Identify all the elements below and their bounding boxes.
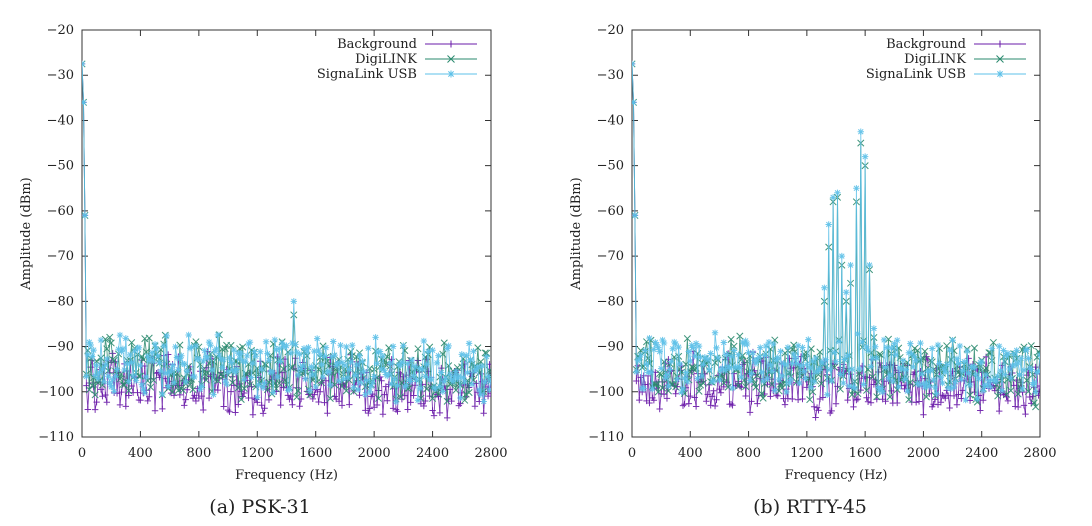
x-axis-label: Frequency (Hz) (235, 468, 338, 483)
y-tick-label: −60 (597, 204, 624, 219)
x-tick-label: 0 (628, 446, 636, 461)
y-tick-label: −20 (47, 23, 74, 38)
y-tick-label: −110 (588, 430, 624, 445)
plot-frame (631, 29, 1041, 438)
y-axis-label: Amplitude (dBm) (19, 177, 34, 290)
y-tick-label: −70 (597, 249, 624, 264)
y-tick-label: −80 (597, 294, 624, 309)
y-tick-label: −90 (47, 340, 74, 355)
x-tick-label: 400 (128, 446, 153, 461)
legend-swatch-marker (996, 55, 1004, 63)
y-tick-label: −30 (597, 68, 624, 83)
x-tick-label: 2800 (1023, 446, 1056, 461)
legend-label: Background (337, 37, 417, 52)
legend-label: Background (886, 37, 966, 52)
x-tick-label: 2800 (474, 446, 507, 461)
legend-swatch-marker (996, 70, 1004, 78)
y-tick-label: −40 (47, 113, 74, 128)
legend-label: SignaLink USB (317, 67, 417, 82)
y-tick-label: −90 (597, 340, 624, 355)
plot-frame (81, 29, 492, 438)
series-signalink-usb (82, 60, 491, 406)
x-tick-label: 800 (186, 446, 211, 461)
y-tick-label: −110 (38, 430, 74, 445)
series-markers (82, 60, 491, 406)
x-tick-label: 400 (678, 446, 703, 461)
legend-swatch-marker (996, 40, 1004, 48)
x-tick-label: 2400 (965, 446, 998, 461)
y-tick-label: −60 (47, 204, 74, 219)
x-tick-label: 1200 (241, 446, 274, 461)
chart-0: −110 −100 −90 −80 −70 −60 −50 −40 −30 −20 0 400 800 1… (19, 23, 508, 483)
legend-label: DigiLINK (904, 52, 966, 67)
y-tick-label: −20 (597, 23, 624, 38)
series-signalink-usb (632, 60, 1040, 404)
series-line (82, 63, 491, 418)
x-tick-label: 2400 (416, 446, 449, 461)
x-tick-label: 1600 (299, 446, 332, 461)
legend-label: DigiLINK (355, 52, 417, 67)
series-markers (632, 60, 1040, 404)
legend-swatch-marker (447, 70, 455, 78)
y-tick-label: −100 (38, 385, 74, 400)
x-tick-label: 1600 (849, 446, 882, 461)
legend-label: SignaLink USB (866, 67, 966, 82)
caption-rtty45: (b) RTTY-45 (753, 496, 867, 518)
x-tick-label: 2000 (907, 446, 940, 461)
x-tick-label: 2000 (358, 446, 391, 461)
y-tick-label: −30 (47, 68, 74, 83)
x-tick-label: 1200 (790, 446, 823, 461)
chart-1: −110 −100 −90 −80 −70 −60 −50 −40 −30 −20 0 400 800 1… (569, 23, 1057, 483)
legend-swatch-marker (447, 40, 455, 48)
legend-swatch-marker (447, 55, 455, 63)
y-axis-label: Amplitude (dBm) (569, 177, 584, 290)
y-tick-label: −50 (47, 159, 74, 174)
x-tick-label: 800 (736, 446, 761, 461)
x-tick-label: 0 (78, 446, 86, 461)
y-tick-label: −70 (47, 249, 74, 264)
caption-psk31: (a) PSK-31 (209, 496, 311, 518)
y-tick-label: −100 (588, 385, 624, 400)
y-tick-label: −80 (47, 294, 74, 309)
y-tick-label: −40 (597, 113, 624, 128)
y-tick-label: −50 (597, 159, 624, 174)
x-axis-label: Frequency (Hz) (785, 468, 888, 483)
